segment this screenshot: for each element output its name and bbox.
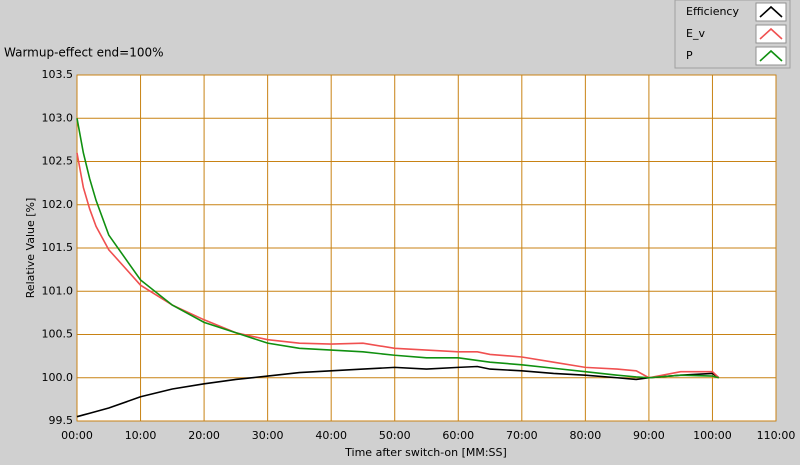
x-tick-label: 40:00 bbox=[315, 429, 347, 442]
y-tick-label: 103.0 bbox=[42, 111, 74, 124]
legend-label: Efficiency bbox=[686, 5, 739, 18]
y-tick-label: 101.0 bbox=[42, 284, 74, 297]
data-line bbox=[76, 118, 720, 379]
x-tick-label: 00:00 bbox=[61, 429, 93, 442]
x-tick-label: 90:00 bbox=[633, 429, 665, 442]
legend-symbol bbox=[759, 49, 783, 62]
x-tick-label: 60:00 bbox=[442, 429, 474, 442]
x-axis-label: Time after switch-on [MM:SS] bbox=[344, 446, 507, 459]
data-line bbox=[76, 365, 720, 418]
y-axis-label: Relative Value [%] bbox=[24, 198, 37, 299]
x-tick-label: 30:00 bbox=[252, 429, 284, 442]
legend-label: E_v bbox=[686, 27, 705, 40]
y-tick-label: 101.5 bbox=[42, 241, 74, 254]
data-line bbox=[76, 152, 720, 379]
legend-symbol bbox=[759, 5, 783, 18]
legend-swatch bbox=[755, 46, 787, 66]
y-tick-label: 99.5 bbox=[49, 414, 74, 427]
x-tick-label: 70:00 bbox=[506, 429, 538, 442]
legend-label: P bbox=[686, 49, 693, 62]
x-tick-label: 10:00 bbox=[125, 429, 157, 442]
legend-swatch bbox=[755, 24, 787, 44]
legend-swatch bbox=[755, 2, 787, 22]
y-tick-label: 102.0 bbox=[42, 198, 74, 211]
y-tick-label: 103.5 bbox=[42, 68, 74, 81]
chart-subtitle: Warmup-effect end=100% bbox=[4, 46, 164, 60]
x-tick-label: 100:00 bbox=[693, 429, 732, 442]
y-tick-label: 100.0 bbox=[42, 371, 74, 384]
x-tick-label: 20:00 bbox=[188, 429, 220, 442]
x-tick-label: 50:00 bbox=[379, 429, 411, 442]
y-tick-label: 102.5 bbox=[42, 155, 74, 168]
y-tick-label: 100.5 bbox=[42, 328, 74, 341]
legend-symbol bbox=[759, 27, 783, 40]
x-tick-label: 80:00 bbox=[570, 429, 602, 442]
x-tick-label: 110:00 bbox=[757, 429, 796, 442]
